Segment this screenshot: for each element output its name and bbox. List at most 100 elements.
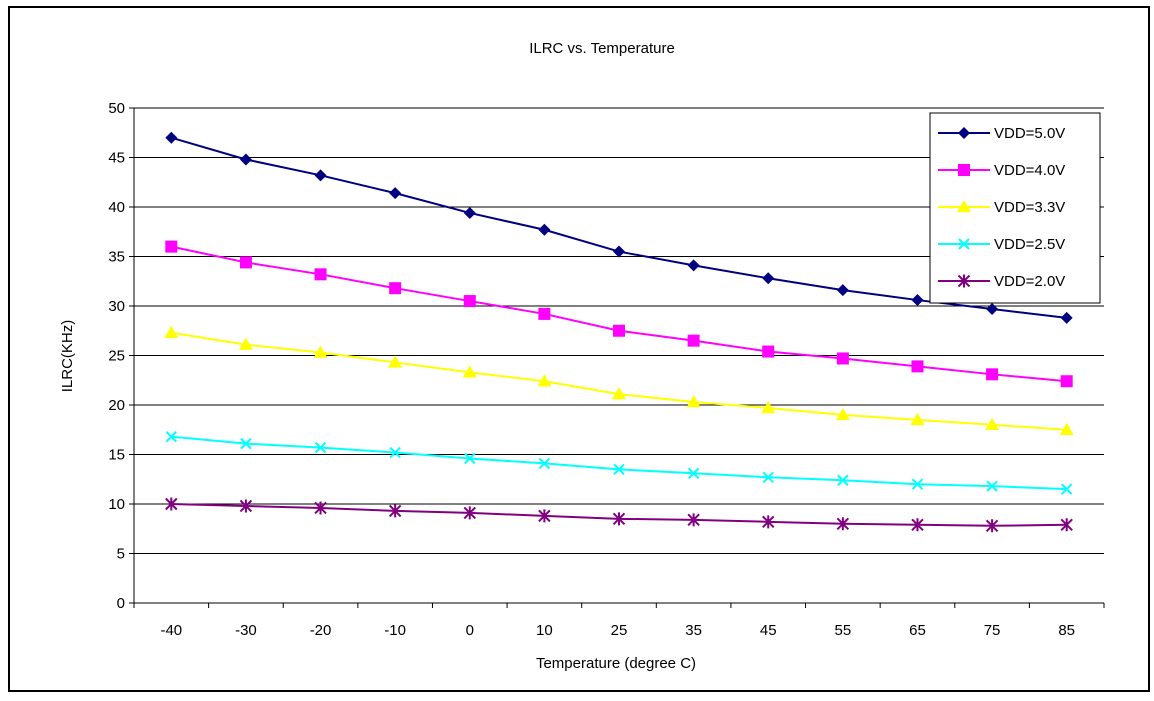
series-4 (165, 430, 1073, 495)
legend: VDD=5.0V VDD=4.0V VDD=3.3V VDD=2.5V VDD=2.0V (929, 112, 1101, 304)
series-5-point (762, 515, 775, 529)
legend-entry: VDD=4.0V (938, 162, 1065, 179)
legend-point (958, 127, 970, 139)
series-1-point (389, 187, 402, 200)
legend-point (957, 274, 971, 288)
series-4-point (911, 478, 924, 490)
series-3 (164, 325, 1074, 435)
legend-point (958, 164, 970, 176)
series-3-point (388, 355, 403, 368)
series-4-point (837, 474, 849, 486)
series-2-point (165, 240, 178, 253)
series-2-point (762, 345, 775, 358)
series-3-point (313, 345, 328, 358)
legend-label: VDD=4.0V (994, 162, 1065, 179)
y-axis-label: ILRC(KHz) (59, 320, 76, 393)
series-1-point (613, 245, 625, 258)
legend-entry: VDD=5.0V (938, 125, 1065, 142)
series-4-point (165, 430, 178, 443)
series-2-point (314, 268, 327, 281)
series-5-point (612, 512, 626, 526)
legend-label: VDD=2.5V (994, 236, 1065, 253)
series-3-point (462, 365, 477, 378)
series-2-point (463, 295, 476, 308)
y-tick-label: 25 (108, 348, 125, 365)
axes: 0 5 10 15 20 25 30 35 40 45 50 -40 -30 -20 -10 0 10 25 35 4… (108, 100, 1105, 639)
series-1-point (239, 153, 252, 166)
series-3-line (171, 331, 1067, 431)
series-1-point (986, 302, 999, 315)
y-tick-label: 30 (108, 298, 125, 315)
y-tick-label: 5 (117, 546, 125, 563)
series-3-point (612, 387, 626, 400)
chart-title: ILRC vs. Temperature (529, 40, 675, 57)
x-tick-label: 10 (536, 622, 553, 639)
x-tick-label: 0 (466, 622, 474, 639)
series-4-point (464, 452, 476, 465)
series-2-point (1060, 375, 1073, 388)
series-3-point (537, 374, 552, 387)
series-4-point (538, 457, 551, 470)
series-2-point (986, 368, 999, 381)
y-tick-label: 15 (108, 447, 125, 464)
series-group (164, 131, 1074, 533)
x-tick-label: 25 (611, 622, 628, 639)
legend-entry: VDD=2.0V (938, 273, 1065, 290)
series-5-point (388, 504, 402, 518)
series-3-point (761, 400, 776, 414)
series-3-point (238, 337, 253, 350)
y-tick-label: 50 (108, 100, 125, 117)
series-5-point (538, 509, 551, 523)
x-tick-label: 55 (835, 622, 852, 639)
series-3-point (164, 325, 179, 338)
series-4-point (986, 480, 998, 492)
x-tick-label: 75 (984, 622, 1001, 639)
series-4-point (240, 437, 252, 450)
legend-point (958, 238, 970, 250)
y-tick-label: 45 (108, 150, 125, 167)
series-5-point (165, 497, 178, 511)
legend-label: VDD=5.0V (994, 125, 1065, 142)
legend-label: VDD=2.0V (994, 273, 1065, 290)
x-axis-label: Temperature (degree C) (536, 655, 696, 672)
series-1-point (538, 223, 551, 236)
series-2-point (389, 282, 402, 295)
series-3-point (910, 412, 925, 426)
series-5-point (836, 517, 850, 531)
legend-point (957, 200, 971, 213)
series-4-point (314, 441, 327, 454)
legend-entry: VDD=2.5V (938, 236, 1065, 253)
y-tick-label: 35 (108, 249, 125, 266)
series-3-point (835, 407, 850, 421)
series-5-point (687, 513, 700, 527)
legend-label: VDD=3.3V (994, 199, 1065, 216)
y-tick-label: 10 (108, 496, 125, 513)
series-5-point (463, 506, 476, 520)
series-4-point (687, 467, 700, 480)
series-5-point (985, 519, 999, 533)
series-3-point (985, 417, 1000, 431)
series-1-point (1060, 311, 1073, 324)
series-5-point (1060, 518, 1073, 532)
y-tick-label: 40 (108, 199, 125, 216)
series-1-point (911, 294, 924, 307)
series-3-point (1059, 422, 1074, 435)
legend-entry: VDD=3.3V (938, 199, 1065, 216)
series-2 (165, 240, 1073, 388)
series-4-line (171, 435, 1067, 491)
series-4-point (1060, 483, 1073, 495)
x-tick-label: -40 (160, 622, 182, 639)
series-1-point (463, 206, 476, 219)
series-2-point (911, 360, 924, 373)
series-4-point (613, 463, 625, 476)
series-1-point (165, 131, 178, 144)
series-1-point (314, 169, 327, 182)
series-2-point (239, 256, 252, 269)
series-2-point (836, 352, 849, 365)
series-3-point (686, 395, 701, 408)
series-1-point (687, 259, 700, 272)
x-tick-label: 45 (760, 622, 777, 639)
x-tick-label: -10 (384, 622, 406, 639)
x-tick-label: -30 (235, 622, 257, 639)
